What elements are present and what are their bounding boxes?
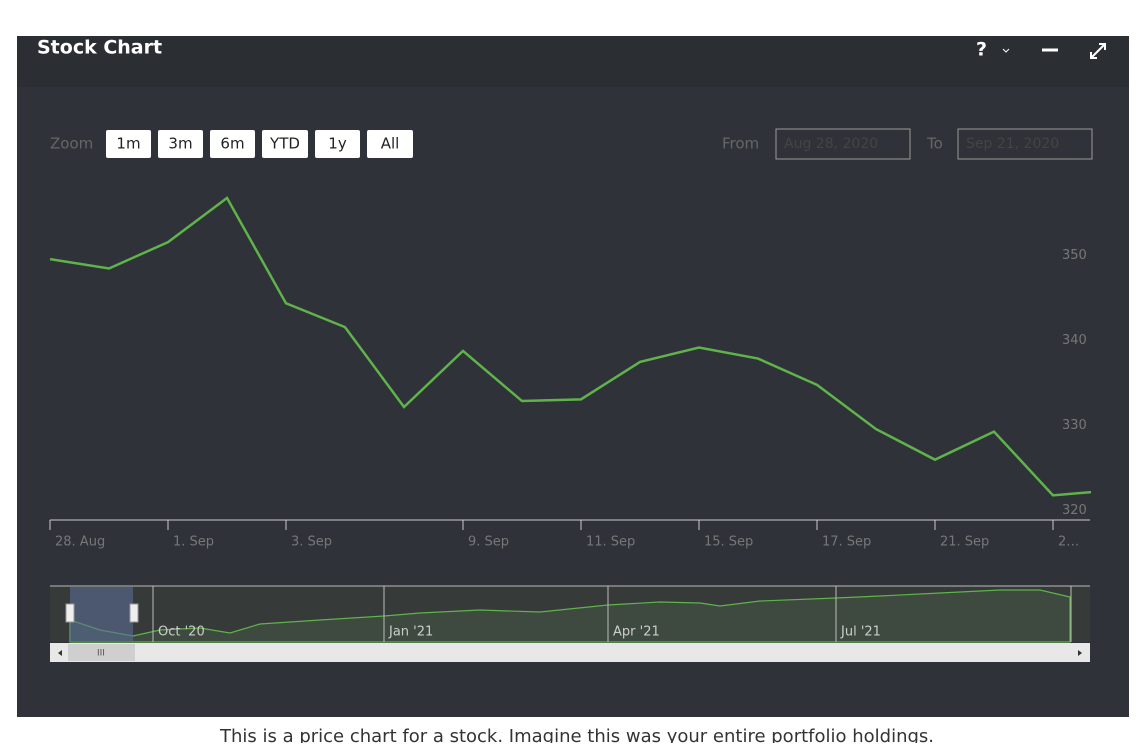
zoom-button-bg[interactable]	[262, 130, 308, 158]
navigator-label: Apr '21	[613, 625, 660, 640]
zoom-button-bg[interactable]	[158, 130, 203, 158]
expand-button[interactable]	[1090, 43, 1106, 59]
plot	[49, 196, 1091, 497]
to-value: Sep 21, 2020	[966, 136, 1059, 152]
navigator-axis: Oct '20 Jan '21 Apr '21 Jul '21	[152, 586, 1072, 642]
zoom-button-label[interactable]: 6m	[220, 135, 244, 153]
zoom-button[interactable]: YTD	[262, 130, 308, 158]
zoom-button[interactable]: 3m	[158, 130, 203, 158]
zoom-button-bg[interactable]	[106, 130, 151, 158]
scrollbar-grip: III	[97, 649, 105, 659]
zoom-button-label[interactable]: YTD	[269, 135, 300, 153]
help-caret[interactable]	[1002, 48, 1010, 53]
x-tick-label: 1. Sep	[173, 535, 214, 550]
zoom-button-label[interactable]: 3m	[168, 135, 192, 153]
panel-title: Stock Chart	[37, 37, 162, 59]
x-tick-label: 2…	[1058, 535, 1079, 550]
x-tick-label: 11. Sep	[586, 535, 635, 550]
x-tick-label: 21. Sep	[940, 535, 989, 550]
zoom-button[interactable]: 6m	[210, 130, 255, 158]
scrollbar[interactable]	[50, 643, 1090, 662]
navigator-handle[interactable]	[129, 603, 139, 623]
panel-header	[17, 36, 1129, 87]
y-tick-label: 320	[1062, 503, 1087, 518]
zoom-button-bg[interactable]	[210, 130, 255, 158]
x-tick-label: 17. Sep	[822, 535, 871, 550]
from-input[interactable]	[775, 128, 911, 160]
x-tick-label: 15. Sep	[704, 535, 753, 550]
zoom-button[interactable]: All	[367, 130, 413, 158]
navigator-label: Jul '21	[840, 625, 881, 640]
navigator-label: Jan '21	[388, 625, 433, 640]
y-tick-label: 330	[1062, 418, 1087, 433]
price-line	[49, 196, 1091, 497]
zoom-button-label[interactable]: 1m	[116, 135, 140, 153]
to-input[interactable]	[957, 128, 1093, 160]
help-button[interactable]: ?	[976, 39, 987, 61]
zoom-label: Zoom	[50, 135, 93, 153]
x-tick-label: 28. Aug	[55, 535, 105, 550]
zoom-button[interactable]: 1m	[106, 130, 151, 158]
to-label: To	[926, 135, 943, 153]
zoom-button-bg[interactable]	[315, 130, 360, 158]
zoom-button[interactable]: 1y	[315, 130, 360, 158]
caption: This is a price chart for a stock. Imagi…	[219, 726, 934, 743]
zoom-button-label[interactable]: All	[381, 135, 400, 153]
y-tick-label: 350	[1062, 248, 1087, 263]
x-tick-label: 9. Sep	[468, 535, 509, 550]
navigator-series	[69, 589, 1071, 643]
zoom-button-label[interactable]: 1y	[328, 135, 347, 153]
x-tick-label: 3. Sep	[291, 535, 332, 550]
navigator-selection[interactable]	[70, 587, 133, 642]
y-tick-label: 340	[1062, 333, 1087, 348]
from-value: Aug 28, 2020	[784, 136, 878, 152]
from-label: From	[722, 135, 759, 153]
navigator-label: Oct '20	[158, 625, 205, 640]
navigator-handle[interactable]	[65, 603, 75, 623]
zoom-button-bg[interactable]	[367, 130, 413, 158]
scrollbar-thumb[interactable]	[68, 644, 135, 661]
